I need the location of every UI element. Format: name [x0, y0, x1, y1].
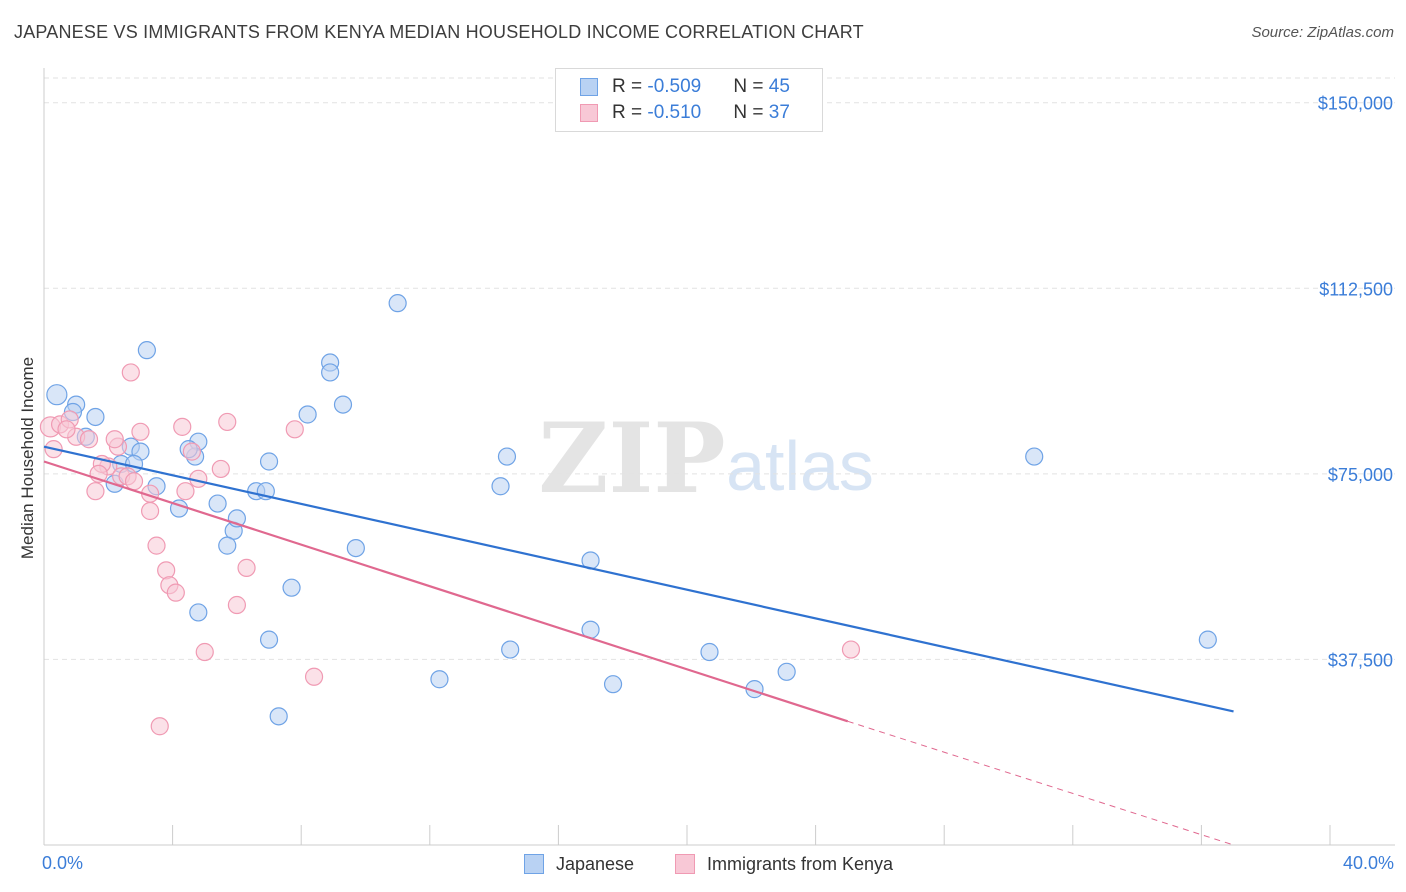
- point-japanese: [269, 707, 288, 726]
- point-japanese: [298, 405, 317, 424]
- point-japanese: [346, 538, 365, 558]
- point-kenya: [131, 422, 150, 441]
- point-kenya: [237, 558, 256, 577]
- point-japanese: [333, 395, 353, 414]
- point-japanese: [388, 294, 407, 313]
- legend-label-japanese: Japanese: [556, 853, 635, 874]
- legend-row-japanese: R = -0.509 N = 45: [580, 75, 790, 99]
- point-japanese: [603, 675, 623, 694]
- r-label: R =: [612, 76, 648, 97]
- y-tick-label: $75,000: [1328, 465, 1393, 485]
- point-kenya: [285, 420, 304, 439]
- n-label: N =: [733, 102, 769, 123]
- trendline-kenya-extension: [847, 720, 1234, 846]
- point-kenya: [86, 482, 105, 501]
- legend-item-kenya[interactable]: Immigrants from Kenya: [675, 851, 893, 877]
- r-value: -0.509: [647, 76, 702, 97]
- y-tick-label: $150,000: [1318, 94, 1393, 114]
- point-kenya: [157, 561, 176, 580]
- point-kenya: [304, 667, 324, 686]
- point-japanese: [1025, 447, 1044, 466]
- watermark-zip: ZIP: [538, 402, 725, 515]
- x-tick-label: 0.0%: [42, 853, 83, 873]
- point-kenya: [79, 430, 99, 449]
- chart-title: JAPANESE VS IMMIGRANTS FROM KENYA MEDIAN…: [14, 22, 864, 42]
- point-japanese: [218, 536, 237, 555]
- source-label: Source: ZipAtlas.com: [1251, 24, 1394, 41]
- point-kenya: [841, 640, 861, 659]
- n-value: 37: [768, 102, 790, 123]
- japanese-legend-swatch: [524, 854, 544, 874]
- point-kenya: [166, 583, 185, 602]
- point-japanese: [497, 447, 517, 466]
- point-kenya: [124, 472, 144, 491]
- point-japanese: [501, 640, 520, 659]
- point-kenya: [173, 417, 192, 436]
- n-label: N =: [733, 76, 769, 97]
- point-japanese: [259, 630, 279, 649]
- point-kenya: [105, 430, 124, 449]
- r-label: R =: [612, 102, 648, 123]
- legend-row-kenya: R = -0.510 N = 37: [580, 101, 790, 125]
- point-kenya: [150, 717, 169, 736]
- point-japanese: [189, 603, 208, 622]
- point-japanese: [700, 642, 719, 662]
- legend-item-japanese[interactable]: Japanese: [524, 851, 634, 877]
- japanese-swatch: [580, 78, 598, 96]
- point-kenya: [211, 459, 230, 479]
- x-tick-label: 40.0%: [1343, 853, 1394, 873]
- point-japanese: [208, 494, 227, 513]
- point-japanese: [321, 363, 340, 382]
- point-japanese: [491, 477, 510, 496]
- y-tick-label: $37,500: [1328, 650, 1393, 670]
- correlation-legend: R = -0.509 N = 45 R = -0.510 N = 37: [555, 68, 823, 132]
- r-value: -0.510: [647, 102, 702, 123]
- trendline-kenya: [43, 460, 849, 723]
- kenya-legend-swatch: [675, 854, 695, 874]
- y-axis-label: Median Household Income: [18, 356, 37, 560]
- point-japanese: [46, 384, 68, 406]
- kenya-swatch: [580, 104, 598, 122]
- y-tick-label: $112,500: [1319, 279, 1393, 299]
- point-kenya: [195, 642, 214, 662]
- point-kenya: [121, 363, 140, 382]
- trendline-japanese: [43, 445, 1234, 713]
- n-value: 45: [768, 76, 790, 97]
- watermark-atlas: atlas: [726, 427, 874, 505]
- legend-label-kenya: Immigrants from Kenya: [707, 853, 894, 874]
- point-japanese: [282, 578, 301, 597]
- point-kenya: [57, 420, 76, 439]
- point-japanese: [777, 662, 796, 681]
- point-japanese: [1198, 630, 1217, 649]
- point-japanese: [259, 452, 279, 471]
- point-japanese: [86, 407, 105, 427]
- point-japanese: [137, 341, 156, 360]
- point-japanese: [430, 670, 449, 689]
- series-japanese: [46, 294, 1217, 726]
- point-kenya: [176, 482, 195, 501]
- series-kenya: [39, 363, 861, 736]
- point-kenya: [218, 412, 237, 432]
- point-kenya: [140, 501, 160, 521]
- point-kenya: [147, 536, 166, 555]
- point-kenya: [182, 442, 201, 461]
- point-kenya: [227, 595, 246, 615]
